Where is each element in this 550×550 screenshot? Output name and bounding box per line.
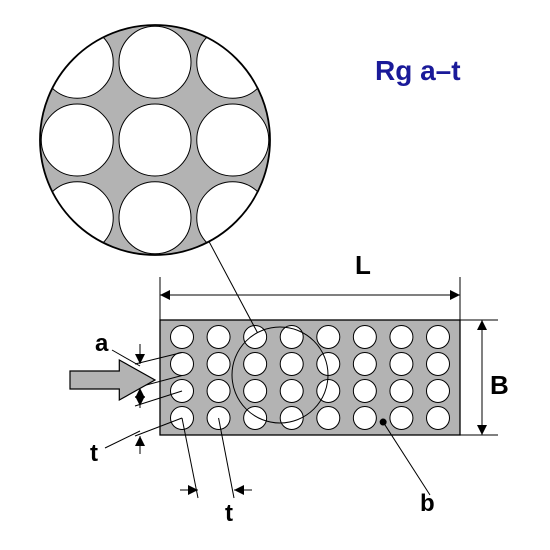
label-a: a [95, 330, 108, 358]
diagram-stage: Rg a–t L B a t t b [0, 0, 550, 550]
direction-arrow-icon [70, 360, 155, 400]
label-t-left: t [90, 440, 98, 468]
label-b: b [420, 490, 435, 518]
label-t-bottom: t [225, 500, 233, 528]
diagram-svg [0, 0, 550, 550]
label-L: L [355, 250, 371, 281]
label-B: B [490, 370, 509, 401]
title-text: Rg a–t [375, 55, 461, 87]
